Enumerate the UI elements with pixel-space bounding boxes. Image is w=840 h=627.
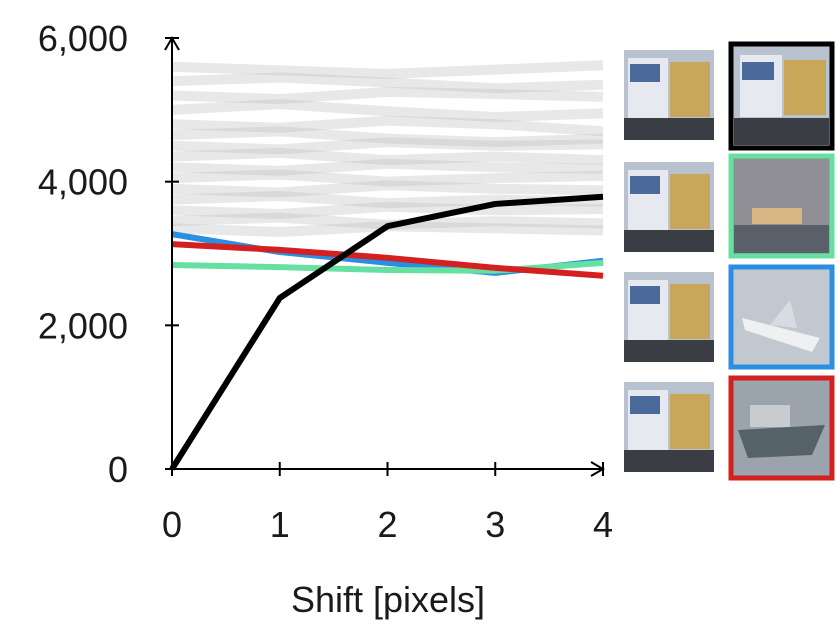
truck-thumb xyxy=(624,272,714,362)
plot-area xyxy=(169,60,604,471)
match-thumb-blue xyxy=(728,264,835,370)
truck-thumb xyxy=(624,50,714,140)
series-line xyxy=(169,193,604,471)
series-line xyxy=(171,241,604,279)
match-thumb-black xyxy=(728,41,835,151)
truck-thumb xyxy=(624,162,714,252)
background-line xyxy=(171,169,604,187)
y-tick-label: 4,000 xyxy=(38,162,128,203)
background-line xyxy=(171,201,604,219)
y-tick-label: 2,000 xyxy=(38,305,128,346)
background-line xyxy=(171,60,604,79)
x-tick-label: 4 xyxy=(593,504,613,545)
background-line xyxy=(171,137,604,155)
x-tick-label: 3 xyxy=(485,504,505,545)
match-thumb-green xyxy=(728,153,835,259)
x-tick-label: 1 xyxy=(270,504,290,545)
x-axis-label: Shift [pixels] xyxy=(291,579,485,620)
y-tick-label: 0 xyxy=(108,449,128,490)
background-line xyxy=(171,180,604,198)
x-tick-label: 2 xyxy=(377,504,397,545)
match-thumb-red xyxy=(728,375,835,481)
x-tick-label: 0 xyxy=(162,504,182,545)
y-tick-label: 6,000 xyxy=(38,18,128,59)
thumbnails xyxy=(624,41,835,481)
background-line xyxy=(171,99,604,123)
truck-thumb xyxy=(624,382,714,472)
background-line xyxy=(171,72,604,94)
background-line xyxy=(171,86,604,105)
background-line xyxy=(171,147,604,166)
background-line xyxy=(171,158,604,176)
background-line xyxy=(171,115,604,137)
background-line xyxy=(171,126,604,148)
